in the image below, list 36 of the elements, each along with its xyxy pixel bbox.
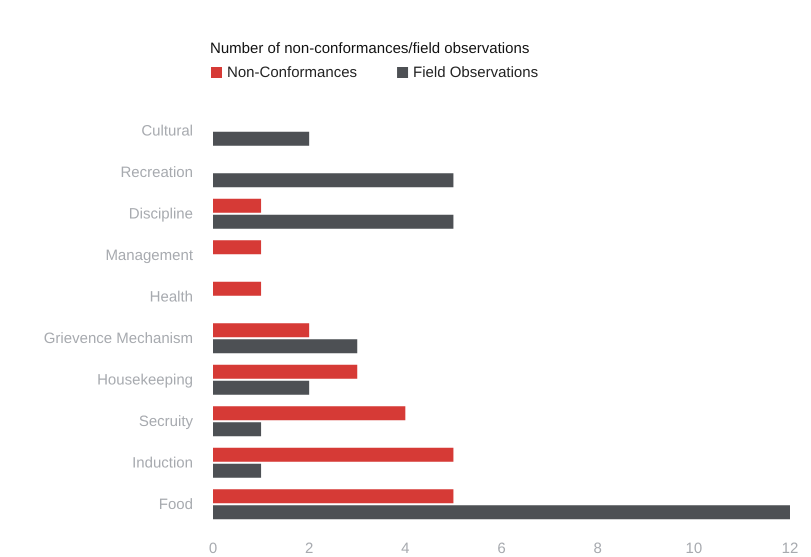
bar xyxy=(213,240,262,254)
chart-title: Number of non-conformances/field observations xyxy=(210,40,530,57)
bar xyxy=(213,198,262,213)
bar xyxy=(213,214,454,229)
bar xyxy=(213,489,454,504)
x-tick-label: 4 xyxy=(401,540,410,557)
y-tick-label: Grievence Mechanism xyxy=(44,330,193,347)
bar xyxy=(213,173,454,188)
bar xyxy=(213,364,358,379)
x-tick-label: 12 xyxy=(782,540,798,557)
legend-label: Non-Conformances xyxy=(227,64,358,81)
bar xyxy=(213,282,262,296)
y-tick-label: Recreation xyxy=(120,164,193,181)
bar xyxy=(213,132,310,146)
legend-label: Field Observations xyxy=(413,64,538,81)
bar xyxy=(213,422,262,436)
x-tick-label: 2 xyxy=(304,540,314,557)
y-tick-label: Secruity xyxy=(138,412,194,430)
y-tick-label: Cultural xyxy=(141,122,193,140)
bar xyxy=(213,406,406,420)
x-tick-label: 0 xyxy=(208,540,218,557)
bar xyxy=(213,339,358,354)
bar xyxy=(213,380,310,395)
x-tick-label: 10 xyxy=(685,540,702,557)
y-tick-label: Housekeeping xyxy=(97,371,193,388)
y-tick-label: Discipline xyxy=(128,205,193,222)
bar xyxy=(213,464,262,478)
bar xyxy=(213,505,790,520)
bar xyxy=(213,323,310,338)
x-tick-label: 8 xyxy=(593,540,602,557)
y-tick-label: Management xyxy=(105,246,194,264)
y-tick-label: Induction xyxy=(132,454,193,472)
bar xyxy=(213,448,454,462)
y-tick-label: Food xyxy=(158,496,193,513)
x-tick-label: 6 xyxy=(497,540,506,557)
y-tick-label: Health xyxy=(150,288,193,306)
